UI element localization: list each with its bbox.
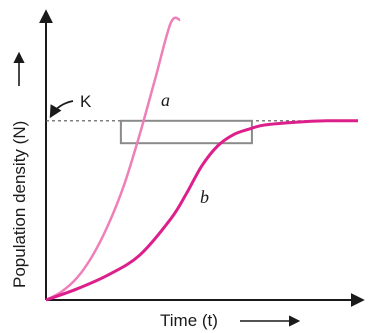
- highlight-box: [119, 119, 253, 145]
- carrying-capacity-label: K: [80, 92, 92, 111]
- series-a-label: a: [161, 90, 170, 110]
- series-a-curve: [45, 16, 181, 302]
- carrying-capacity-pointer: [49, 100, 74, 119]
- series-b-label: b: [200, 187, 209, 207]
- series-b-curve: [45, 119, 359, 302]
- x-axis-label: Time (t): [160, 311, 218, 330]
- y-axis-label: Population density (N): [10, 121, 29, 288]
